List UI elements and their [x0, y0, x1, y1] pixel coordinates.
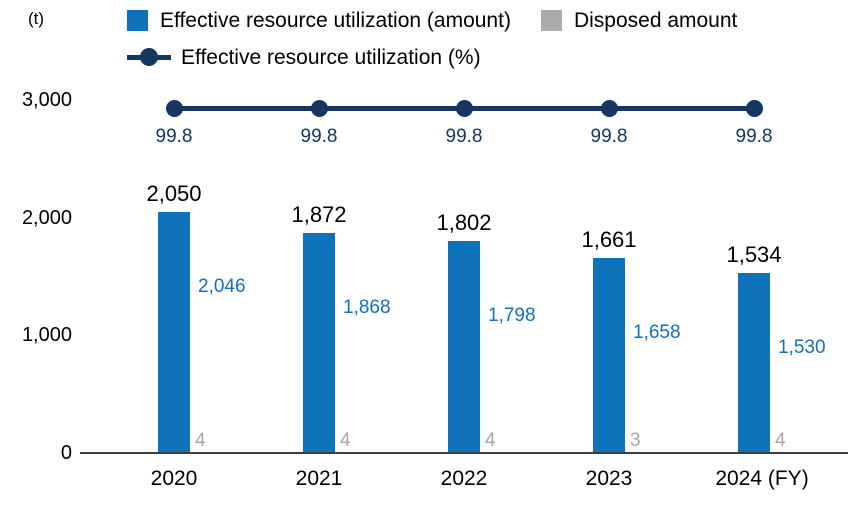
disposed-amount-value-label: 4	[340, 430, 351, 451]
legend-swatch-effective-amount-icon	[127, 10, 148, 31]
legend-row-2: Effective resource utilization (%)	[127, 45, 481, 70]
percent-value-label: 99.8	[735, 126, 773, 147]
bar-2023	[593, 258, 625, 453]
disposed-amount-value-label: 4	[485, 430, 496, 451]
percent-value-label: 99.8	[590, 126, 628, 147]
effective-amount-value-label: 2,046	[198, 276, 246, 297]
y-tick-label: 0	[60, 442, 72, 464]
percent-value-label: 99.8	[300, 126, 338, 147]
effective-amount-value-label: 1,658	[633, 322, 681, 343]
legend-label-disposed: Disposed amount	[573, 9, 738, 32]
legend-row-1: Effective resource utilization (amount) …	[127, 8, 737, 33]
total-value-label: 1,872	[291, 202, 347, 227]
total-value-label: 2,050	[146, 181, 202, 206]
y-tick-label: 1,000	[21, 324, 72, 347]
percent-line-dot	[165, 99, 183, 117]
x-axis-label: 2022	[440, 467, 488, 490]
total-value-label: 1,661	[581, 227, 637, 252]
effective-amount-value-label: 1,868	[343, 297, 391, 318]
percent-value-label: 99.8	[445, 126, 483, 147]
total-value-label: 1,802	[436, 210, 492, 235]
x-axis-label: 2023	[585, 467, 633, 490]
bar-2022	[448, 241, 480, 453]
legend-line-marker-icon	[127, 45, 171, 70]
percent-line-dot	[310, 99, 328, 117]
x-axis-label: 2020	[150, 467, 198, 490]
bar-2021	[303, 233, 335, 453]
bar-2020	[158, 212, 190, 453]
percent-line-dot	[600, 99, 618, 117]
legend-label-effective-amount: Effective resource utilization (amount)	[160, 9, 511, 32]
legend-label-effective-percent: Effective resource utilization (%)	[181, 46, 481, 69]
disposed-amount-value-label: 4	[195, 430, 206, 451]
percent-line-dot	[455, 99, 473, 117]
bar-2024	[738, 273, 770, 453]
y-tick-label: 2,000	[21, 206, 72, 229]
total-value-label: 1,534	[726, 242, 782, 267]
disposed-amount-value-label: 3	[630, 430, 641, 451]
legend-swatch-disposed-icon	[540, 10, 562, 31]
y-tick-label: 3,000	[21, 89, 72, 111]
x-axis-line	[80, 452, 848, 454]
percent-line-dot	[745, 99, 763, 117]
disposed-amount-value-label: 4	[775, 430, 786, 451]
x-axis-label: 2024 (FY)	[715, 467, 809, 490]
percent-value-label: 99.8	[155, 126, 193, 147]
x-axis-label: 2021	[295, 467, 343, 490]
effective-amount-value-label: 1,530	[778, 337, 826, 358]
effective-amount-value-label: 1,798	[488, 305, 536, 326]
y-axis-unit-label: (t)	[28, 9, 45, 28]
